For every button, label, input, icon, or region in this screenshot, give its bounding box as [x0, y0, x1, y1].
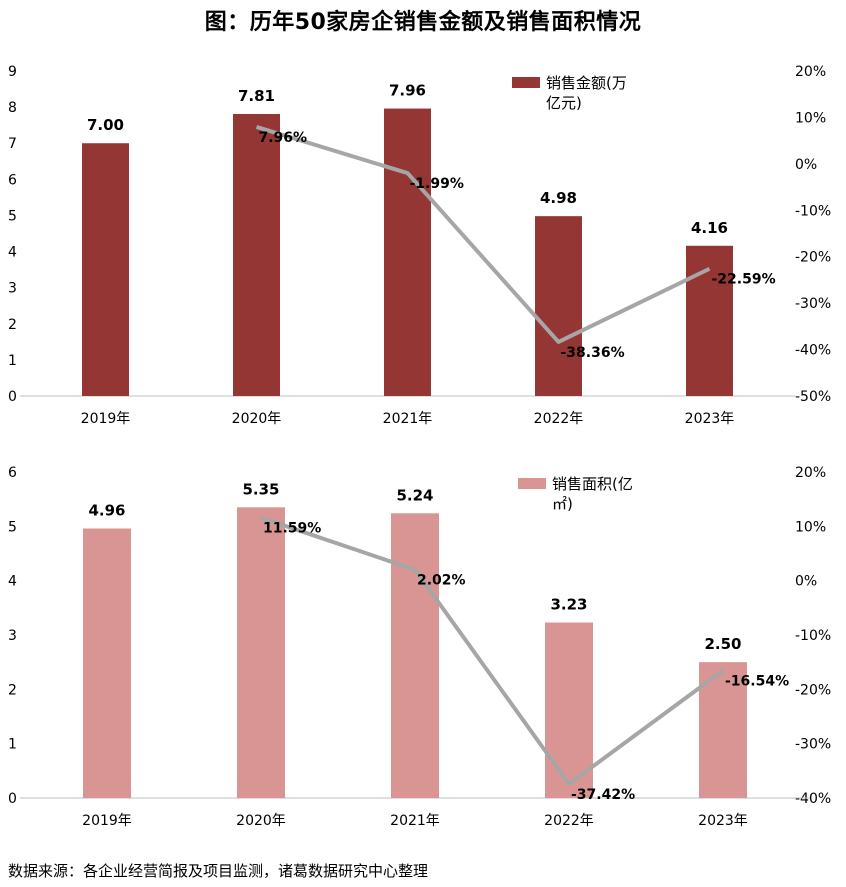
x-axis-tick-label: 2023年	[685, 411, 735, 427]
legend-label: 销售金额(万	[546, 74, 627, 92]
bar-value-label: 7.81	[238, 87, 275, 105]
left-axis-tick-label: 3	[8, 628, 17, 644]
growth-rate-label: -1.99%	[410, 176, 464, 192]
growth-rate-label: 2.02%	[417, 573, 466, 589]
left-axis-tick-label: 8	[8, 100, 17, 116]
growth-rate-label: -37.42%	[571, 787, 635, 803]
bar-value-label: 5.35	[242, 480, 279, 498]
x-axis-tick-label: 2020年	[232, 411, 282, 427]
right-axis-tick-label: -20%	[795, 250, 831, 266]
bar-value-label: 4.96	[88, 502, 125, 520]
bar-value-label: 7.00	[87, 116, 124, 134]
right-axis-tick-label: -30%	[795, 296, 831, 312]
bar-value-label: 4.98	[540, 189, 577, 207]
left-axis-tick-label: 2	[8, 317, 17, 333]
left-axis-tick-label: 5	[8, 519, 17, 535]
x-axis-tick-label: 2019年	[81, 411, 131, 427]
bar-value-label: 7.96	[389, 82, 426, 100]
bar	[545, 622, 593, 798]
sales-area-chart: 0 1 2 3 4 5 6 -40% -30% -20% -10% 0% 10% 20% 4.96 5.35 5…	[8, 465, 831, 829]
left-axis-tick-label: 6	[8, 465, 17, 481]
right-axis-tick-label: -20%	[795, 682, 831, 698]
x-axis-tick-label: 2022年	[534, 411, 584, 427]
right-axis-tick-label: -10%	[795, 628, 831, 644]
left-axis-tick-label: 1	[8, 353, 17, 369]
x-axis-tick-label: 2019年	[82, 813, 132, 829]
x-axis-tick-label: 2022年	[544, 813, 594, 829]
data-source-note: 数据来源：各企业经营简报及项目监测，诸葛数据研究中心整理	[8, 862, 429, 880]
bar	[391, 513, 439, 798]
bar	[535, 216, 582, 396]
bar	[83, 528, 131, 798]
bar	[82, 143, 129, 396]
bar-value-label: 5.24	[396, 486, 433, 504]
right-axis-tick-label: -40%	[795, 791, 831, 807]
left-axis-tick-label: 0	[8, 791, 17, 807]
left-axis-tick-label: 4	[8, 574, 17, 590]
bar	[699, 662, 747, 798]
left-axis-tick-label: 6	[8, 172, 17, 188]
x-axis-tick-label: 2021年	[390, 813, 440, 829]
legend-swatch	[518, 478, 546, 489]
bar-value-label: 4.16	[691, 219, 728, 237]
left-axis-tick-label: 4	[8, 245, 17, 261]
growth-rate-label: 11.59%	[263, 521, 321, 537]
right-axis-tick-label: 20%	[795, 465, 826, 481]
left-axis-tick-label: 2	[8, 682, 17, 698]
right-axis-tick-label: -40%	[795, 343, 831, 359]
left-axis-tick-label: 3	[8, 281, 17, 297]
growth-rate-label: -16.54%	[725, 674, 789, 690]
growth-line	[260, 515, 725, 786]
right-axis-tick-label: 10%	[795, 519, 826, 535]
growth-rate-label: -38.36%	[561, 345, 625, 361]
legend-label: ㎡)	[552, 495, 573, 513]
bar-value-label: 2.50	[704, 635, 741, 653]
left-axis-tick-label: 1	[8, 737, 17, 753]
x-axis-tick-label: 2023年	[698, 813, 748, 829]
left-axis-tick-label: 9	[8, 64, 17, 80]
right-axis-tick-label: 0%	[795, 574, 817, 590]
chart-title: 图：历年50家房企销售金额及销售面积情况	[204, 10, 642, 35]
legend-swatch	[512, 77, 540, 88]
bar	[233, 113, 280, 396]
bar	[237, 507, 285, 798]
right-axis-tick-label: 10%	[795, 110, 826, 126]
right-axis-tick-label: 0%	[795, 157, 817, 173]
right-axis-tick-label: -10%	[795, 203, 831, 219]
left-axis-tick-label: 5	[8, 208, 17, 224]
growth-rate-label: -22.59%	[712, 272, 776, 288]
right-axis-tick-label: -30%	[795, 737, 831, 753]
x-axis-tick-label: 2021年	[383, 411, 433, 427]
sales-amount-chart: 0 1 2 3 4 5 6 7 8 9 -50% -40% -30% -20% -10% 0% 10% 20% 7.…	[8, 64, 831, 427]
x-axis-tick-label: 2020年	[236, 813, 286, 829]
left-axis-tick-label: 7	[8, 136, 17, 152]
right-axis-tick-label: 20%	[795, 64, 826, 80]
growth-line	[255, 124, 711, 344]
legend-label: 亿元)	[546, 94, 582, 112]
bar-value-label: 3.23	[550, 596, 587, 614]
bar	[384, 108, 431, 397]
legend-label: 销售面积(亿	[552, 475, 633, 493]
left-axis-tick-label: 0	[8, 389, 17, 405]
bar	[686, 245, 733, 396]
right-axis-tick-label: -50%	[795, 389, 831, 405]
growth-rate-label: 7.96%	[259, 130, 308, 146]
